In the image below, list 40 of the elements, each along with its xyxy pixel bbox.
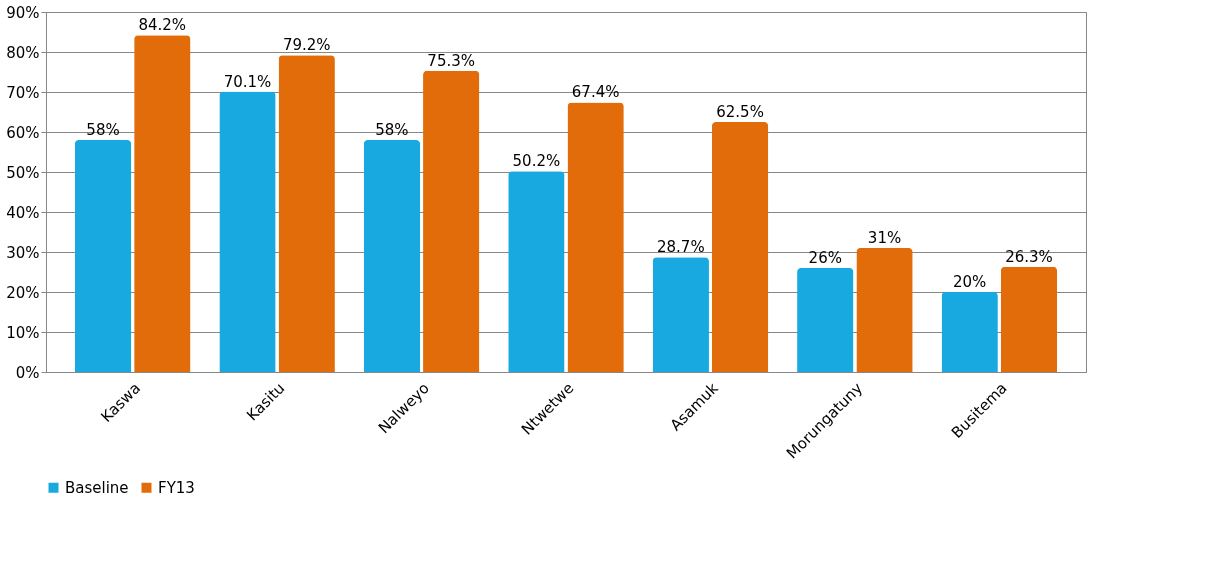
data-label: 20% xyxy=(953,273,987,291)
y-tick-label: 60% xyxy=(6,123,40,142)
bar xyxy=(278,55,335,372)
bar xyxy=(508,171,565,372)
bar xyxy=(856,248,913,372)
y-tick-label: 90% xyxy=(6,3,40,22)
data-label: 58% xyxy=(86,121,120,139)
bar xyxy=(363,140,421,372)
bar xyxy=(74,140,132,372)
legend-label: Baseline xyxy=(65,478,129,497)
y-tick-label: 40% xyxy=(6,203,40,222)
bar xyxy=(711,122,769,372)
bar xyxy=(423,70,480,372)
bar xyxy=(567,102,624,372)
data-label: 84.2% xyxy=(138,16,187,35)
data-label: 28.7% xyxy=(656,238,705,257)
bar xyxy=(941,292,998,372)
y-tick-label: 50% xyxy=(6,163,40,182)
data-label: 58% xyxy=(375,121,409,139)
bar xyxy=(1000,266,1058,372)
bar xyxy=(134,35,191,372)
bar xyxy=(652,257,709,372)
y-tick-label: 0% xyxy=(15,363,40,382)
data-label: 79.2% xyxy=(282,36,331,55)
y-tick-label: 10% xyxy=(6,323,40,342)
data-label: 26% xyxy=(808,249,842,267)
data-label: 62.5% xyxy=(716,103,764,121)
y-tick-label: 70% xyxy=(6,83,40,102)
data-label: 50.2% xyxy=(512,152,561,171)
bar xyxy=(797,268,854,372)
y-tick-label: 20% xyxy=(6,283,40,302)
data-label: 31% xyxy=(867,229,902,247)
data-label: 70.1% xyxy=(223,72,272,91)
data-label: 75.3% xyxy=(427,51,476,70)
legend-label: FY13 xyxy=(158,478,195,497)
y-tick-label: 80% xyxy=(6,43,40,62)
data-label: 67.4% xyxy=(571,83,620,102)
bar xyxy=(219,91,276,372)
y-tick-label: 30% xyxy=(6,243,40,262)
data-label: 26.3% xyxy=(1005,247,1053,266)
